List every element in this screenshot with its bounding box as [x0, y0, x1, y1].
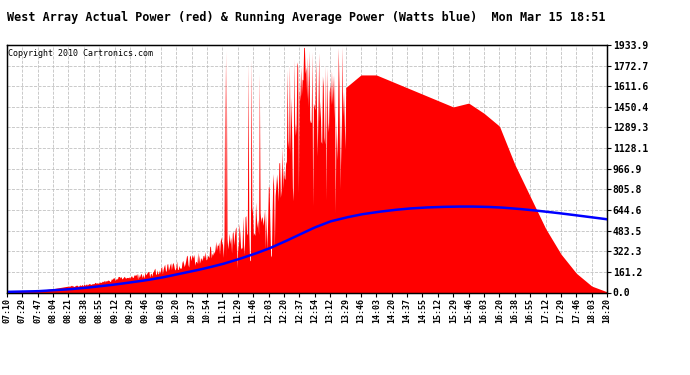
Text: Copyright 2010 Cartronics.com: Copyright 2010 Cartronics.com [8, 49, 153, 58]
Text: West Array Actual Power (red) & Running Average Power (Watts blue)  Mon Mar 15 1: West Array Actual Power (red) & Running … [7, 11, 605, 24]
